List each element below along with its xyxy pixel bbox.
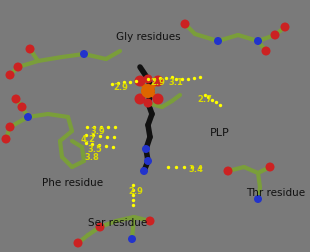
Circle shape bbox=[153, 76, 163, 87]
Text: Phe residue: Phe residue bbox=[42, 177, 103, 187]
Circle shape bbox=[224, 167, 232, 176]
Circle shape bbox=[128, 235, 136, 243]
Circle shape bbox=[6, 123, 15, 132]
Point bbox=[109, 83, 114, 87]
Text: Thr residue: Thr residue bbox=[246, 187, 305, 197]
Text: PLP: PLP bbox=[210, 128, 230, 137]
Point bbox=[83, 141, 88, 145]
Circle shape bbox=[141, 85, 155, 99]
Circle shape bbox=[14, 63, 23, 72]
Point bbox=[83, 134, 88, 138]
Circle shape bbox=[153, 94, 163, 105]
Circle shape bbox=[271, 32, 280, 40]
Circle shape bbox=[144, 75, 153, 84]
Point bbox=[91, 134, 95, 138]
Text: 3.8: 3.8 bbox=[85, 153, 100, 162]
Point bbox=[96, 143, 101, 147]
Point bbox=[134, 80, 139, 84]
Point bbox=[131, 198, 135, 202]
Text: 4.2: 4.2 bbox=[81, 135, 95, 144]
Point bbox=[174, 78, 179, 82]
Point bbox=[112, 135, 117, 139]
Circle shape bbox=[80, 51, 88, 59]
Point bbox=[202, 93, 207, 98]
Point bbox=[179, 78, 184, 82]
Point bbox=[163, 77, 168, 81]
Point bbox=[197, 165, 202, 169]
Point bbox=[90, 142, 95, 146]
Point bbox=[116, 82, 121, 86]
Point bbox=[206, 96, 210, 100]
Text: 3.1: 3.1 bbox=[169, 77, 184, 86]
Point bbox=[131, 183, 135, 187]
Circle shape bbox=[140, 167, 148, 175]
Point bbox=[197, 76, 202, 80]
Circle shape bbox=[144, 99, 153, 108]
Point bbox=[218, 104, 223, 108]
Point bbox=[105, 125, 110, 130]
Text: 2.9: 2.9 bbox=[113, 82, 128, 91]
Text: 3.4: 3.4 bbox=[188, 165, 203, 174]
Text: 2.7: 2.7 bbox=[197, 95, 212, 104]
Circle shape bbox=[17, 103, 26, 112]
Point bbox=[99, 125, 104, 130]
Point bbox=[152, 78, 157, 82]
Text: 2.9: 2.9 bbox=[151, 77, 166, 86]
Point bbox=[157, 77, 162, 81]
Circle shape bbox=[24, 114, 32, 121]
Point bbox=[122, 81, 126, 85]
Circle shape bbox=[281, 23, 290, 32]
Point bbox=[185, 78, 190, 82]
Point bbox=[170, 76, 175, 80]
Point bbox=[214, 101, 219, 105]
Point bbox=[131, 188, 135, 192]
Circle shape bbox=[254, 38, 262, 46]
Point bbox=[127, 81, 132, 85]
Circle shape bbox=[2, 135, 11, 144]
Point bbox=[192, 77, 197, 81]
Text: 2.9: 2.9 bbox=[129, 187, 144, 196]
Circle shape bbox=[25, 45, 34, 54]
Circle shape bbox=[11, 95, 20, 104]
Text: Gly residues: Gly residues bbox=[116, 32, 180, 42]
Point bbox=[174, 165, 179, 169]
Circle shape bbox=[262, 47, 271, 56]
Point bbox=[104, 144, 108, 148]
Point bbox=[189, 165, 194, 169]
Point bbox=[85, 125, 90, 130]
Circle shape bbox=[254, 195, 262, 203]
Text: Ser residue: Ser residue bbox=[88, 217, 148, 227]
Circle shape bbox=[145, 217, 154, 226]
Point bbox=[131, 203, 135, 207]
Circle shape bbox=[135, 76, 145, 87]
Point bbox=[104, 135, 109, 139]
Point bbox=[91, 125, 96, 130]
Point bbox=[131, 193, 135, 197]
Text: 3.5: 3.5 bbox=[87, 144, 102, 153]
Circle shape bbox=[144, 158, 152, 165]
Circle shape bbox=[214, 38, 222, 46]
Circle shape bbox=[135, 94, 145, 105]
Point bbox=[145, 78, 150, 82]
Circle shape bbox=[95, 223, 104, 232]
Point bbox=[182, 165, 187, 169]
Point bbox=[113, 125, 117, 130]
Circle shape bbox=[142, 145, 150, 153]
Text: 3.9: 3.9 bbox=[91, 126, 105, 135]
Circle shape bbox=[265, 163, 274, 172]
Circle shape bbox=[73, 239, 82, 247]
Point bbox=[166, 165, 171, 169]
Point bbox=[111, 145, 116, 149]
Circle shape bbox=[6, 71, 15, 80]
Point bbox=[210, 99, 215, 103]
Circle shape bbox=[180, 20, 189, 29]
Point bbox=[98, 135, 103, 139]
